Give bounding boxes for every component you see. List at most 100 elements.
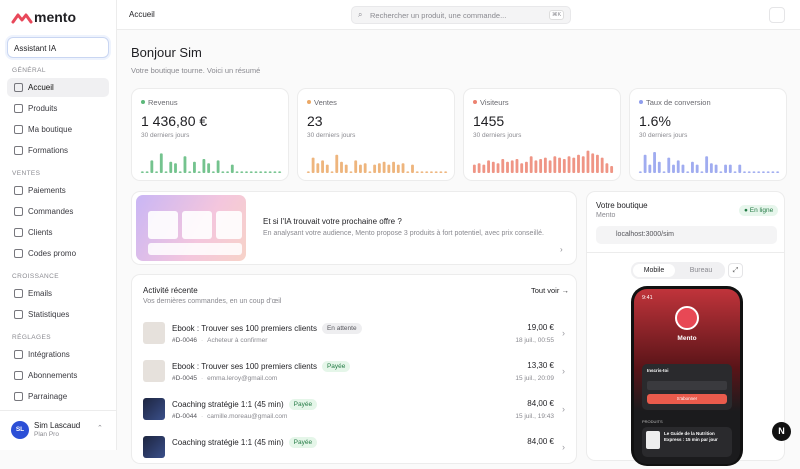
status-badge: Payée (288, 437, 318, 448)
date: 18 juil., 00:55 (515, 337, 554, 344)
spark-bar (249, 171, 253, 173)
thumbnail (143, 360, 165, 382)
nav-item[interactable]: Produits (7, 99, 109, 118)
view-tabs: Mobile Bureau (631, 262, 725, 279)
user-plan: Plan Pro (34, 431, 59, 438)
chevron[interactable]: ⌃ (97, 425, 103, 432)
amount: 84,00 € (527, 437, 554, 446)
spark-bar (581, 156, 585, 173)
spark-bar (728, 164, 732, 173)
status-badge: Payée (288, 399, 318, 410)
spark-bar (150, 160, 154, 173)
notifications[interactable] (769, 7, 785, 23)
activity-link[interactable]: Tout voir → (531, 286, 569, 295)
spark-bar (349, 171, 353, 173)
spark-bar (202, 159, 206, 173)
nav-item[interactable]: Ma boutique (7, 120, 109, 139)
row-title: Ebook : Trouver ses 100 premiers clients… (172, 323, 362, 334)
nav-label: Clients (28, 228, 53, 237)
spark-bar (216, 160, 220, 173)
nav-item[interactable]: Accueil (7, 78, 109, 97)
activity-subtitle: Vos dernières commandes, en un coup d'œi… (143, 298, 282, 305)
nav-item[interactable]: Commandes (7, 202, 109, 221)
spark-bar (211, 171, 215, 173)
link-text[interactable]: Tout voir (531, 286, 560, 295)
spark-bar (387, 164, 391, 173)
spark-bar (643, 154, 647, 173)
row-title: Coaching stratégie 1:1 (45 min) Payée (172, 399, 318, 410)
customer: Acheteur à confirmer (207, 337, 268, 344)
nav-item[interactable]: Codes promo (7, 244, 109, 263)
spark-bar (766, 171, 770, 173)
search[interactable]: ⌕ Rechercher un produit, une commande...… (351, 6, 571, 24)
spark-bar (762, 171, 765, 173)
product-name: Coaching stratégie 1:1 (45 min) (172, 438, 284, 447)
spark-bar (662, 171, 666, 173)
spark-bar (221, 171, 225, 173)
spark-bar (548, 160, 552, 173)
nav-icon (14, 146, 23, 155)
nav-item[interactable]: Clients (7, 223, 109, 242)
nav-icon (14, 186, 23, 195)
tab-desktop[interactable]: Bureau (689, 267, 713, 274)
spark-bar (653, 152, 656, 173)
spark-bar (610, 166, 614, 173)
section-title: CROISSANCE (12, 273, 59, 280)
nav-icon (14, 104, 23, 113)
spark-bar (226, 171, 229, 173)
nav-item[interactable]: Intégrations (7, 345, 109, 364)
phone: 9:41 Mento Inscris-toi S'abonner PRODUIT… (631, 286, 743, 466)
nav-icon (14, 125, 23, 134)
spark-bar (420, 171, 424, 173)
stat-period: 30 derniers jours (639, 132, 688, 139)
spark-bar (747, 171, 751, 173)
spark-bar (178, 171, 182, 173)
spark-bar (515, 159, 519, 173)
spark-bar (444, 171, 448, 173)
activity-row[interactable]: Ebook : Trouver ses 100 premiers clients… (132, 321, 576, 355)
nav-item[interactable]: Formations (7, 141, 109, 160)
nav-item[interactable]: Emails (7, 284, 109, 303)
nav-item[interactable]: Abonnements (7, 366, 109, 385)
shop-title: Votre boutique (596, 201, 648, 210)
spark-bar (430, 171, 433, 173)
spark-bar (738, 164, 742, 173)
assistant-button[interactable]: Assistant IA (7, 37, 109, 58)
spark-bar (377, 163, 381, 173)
spark-bar (691, 161, 694, 173)
nav-label: Statistiques (28, 310, 70, 319)
stat-label: Visiteurs (473, 98, 509, 107)
dev-indicator[interactable]: N (772, 422, 791, 441)
product-name: Coaching stratégie 1:1 (45 min) (172, 400, 284, 409)
spark-bar (373, 164, 377, 173)
activity-row[interactable]: Coaching stratégie 1:1 (45 min) Payée 84,0… (132, 435, 576, 469)
product-title: Le Guide de la Nutrition Express : 15 mi… (664, 431, 718, 442)
activity-row[interactable]: Ebook : Trouver ses 100 premiers clients… (132, 359, 576, 393)
spark-bar (534, 160, 538, 173)
sidebar: mento Assistant IA GÉNÉRAL Accueil Produit… (0, 0, 117, 450)
spark-bar (245, 171, 248, 173)
nav-item[interactable]: Paiements (7, 181, 109, 200)
tab-mobile[interactable]: Mobile (633, 264, 675, 277)
nav-item[interactable]: Statistiques (7, 305, 109, 324)
expand[interactable]: ⤢ (728, 263, 743, 278)
sparkline (140, 153, 282, 173)
spark-bar (230, 164, 234, 173)
amount: 13,30 € (527, 361, 554, 370)
status-badge: Payée (321, 361, 351, 372)
nav-item[interactable]: Parrainage (7, 387, 109, 406)
spark-bar (709, 163, 713, 173)
promo-card[interactable]: Et si l'IA trouvait votre prochaine offr… (131, 191, 577, 265)
spark-bar (501, 159, 505, 173)
divider (587, 252, 784, 253)
greeting-title: Bonjour Sim (131, 45, 202, 60)
url-field[interactable]: localhost:3000/sim (596, 226, 777, 244)
spark-bar (363, 163, 367, 173)
avatar: SL (11, 421, 29, 439)
activity-row[interactable]: Coaching stratégie 1:1 (45 min) Payée #D-0… (132, 397, 576, 431)
phone-signup: Inscris-toi S'abonner (642, 364, 732, 410)
order-id: #D-0046 (172, 337, 197, 344)
shop-subtitle: Mento (596, 212, 616, 219)
nav-icon (14, 83, 23, 92)
signup-button[interactable]: S'abonner (647, 394, 727, 404)
